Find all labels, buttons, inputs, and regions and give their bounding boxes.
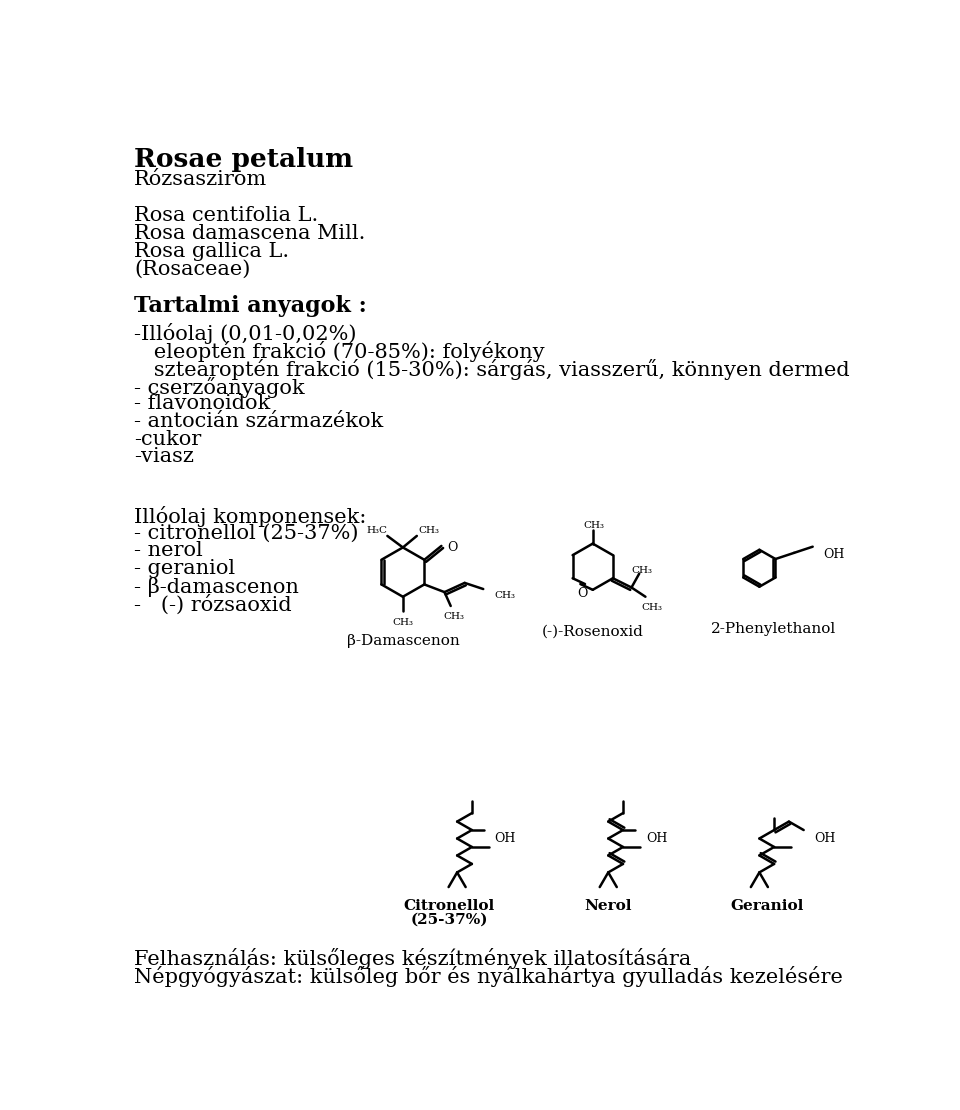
Text: H₃C: H₃C: [367, 526, 388, 535]
Text: Tartalmi anyagok :: Tartalmi anyagok :: [134, 295, 367, 316]
Text: CH₃: CH₃: [632, 566, 653, 575]
Text: O: O: [447, 542, 458, 554]
Text: O: O: [578, 587, 588, 601]
Text: -   (-) rózsaoxid: - (-) rózsaoxid: [134, 595, 292, 615]
Text: sztearoptén frakció (15-30%): sárgás, viasszerű, könnyen dermed: sztearoptén frakció (15-30%): sárgás, v…: [134, 359, 850, 380]
Text: - nerol: - nerol: [134, 542, 203, 561]
Text: (25-37%): (25-37%): [411, 912, 488, 927]
Text: (-)-Rosenoxid: (-)-Rosenoxid: [541, 625, 644, 638]
Text: Illóolaj komponensek:: Illóolaj komponensek:: [134, 506, 367, 527]
Text: β-Damascenon: β-Damascenon: [347, 634, 459, 648]
Text: CH₃: CH₃: [584, 521, 605, 529]
Text: CH₃: CH₃: [494, 591, 516, 599]
Text: OH: OH: [814, 831, 836, 845]
Text: OH: OH: [824, 548, 845, 562]
Text: Geraniol: Geraniol: [731, 899, 804, 914]
Text: - flavonoidok: - flavonoidok: [134, 394, 270, 413]
Text: Népgyógyászat: külsőleg bőr és nyálkahártya gyulladás kezelésére: Népgyógyászat: külsőleg bőr és nyálkahár…: [134, 967, 843, 987]
Text: 2-Phenylethanol: 2-Phenylethanol: [710, 622, 836, 636]
Text: Rosa centifolia L.: Rosa centifolia L.: [134, 206, 318, 225]
Text: Rózsaszirom: Rózsaszirom: [134, 170, 267, 189]
Text: - cserzőanyagok: - cserzőanyagok: [134, 376, 304, 397]
Text: OH: OH: [646, 831, 667, 845]
Text: Rosa damascena Mill.: Rosa damascena Mill.: [134, 224, 366, 243]
Text: Rosa gallica L.: Rosa gallica L.: [134, 242, 289, 261]
Text: -cukor: -cukor: [134, 430, 202, 448]
Text: Rosae petalum: Rosae petalum: [134, 147, 353, 172]
Text: -viasz: -viasz: [134, 447, 194, 466]
Text: OH: OH: [494, 831, 516, 845]
Text: CH₃: CH₃: [444, 612, 465, 622]
Text: Nerol: Nerol: [585, 899, 632, 914]
Text: - β-damascenon: - β-damascenon: [134, 577, 299, 597]
Text: - geraniol: - geraniol: [134, 559, 235, 578]
Text: -Illóolaj (0,01-0,02%): -Illóolaj (0,01-0,02%): [134, 323, 356, 344]
Text: - citronellol (25-37%): - citronellol (25-37%): [134, 524, 358, 543]
Text: eleoptén frakció (70-85%): folyékony: eleoptén frakció (70-85%): folyékony: [134, 341, 544, 362]
Text: CH₃: CH₃: [419, 526, 440, 535]
Text: CH₃: CH₃: [641, 603, 662, 612]
Text: - antocián származékok: - antocián származékok: [134, 412, 383, 431]
Text: (Rosaceae): (Rosaceae): [134, 260, 251, 279]
Text: Felhasználás: külsőleges készítmények illatosítására: Felhasználás: külsőleges készítmények il…: [134, 948, 691, 969]
Text: Citronellol: Citronellol: [404, 899, 495, 914]
Text: CH₃: CH₃: [393, 618, 414, 627]
